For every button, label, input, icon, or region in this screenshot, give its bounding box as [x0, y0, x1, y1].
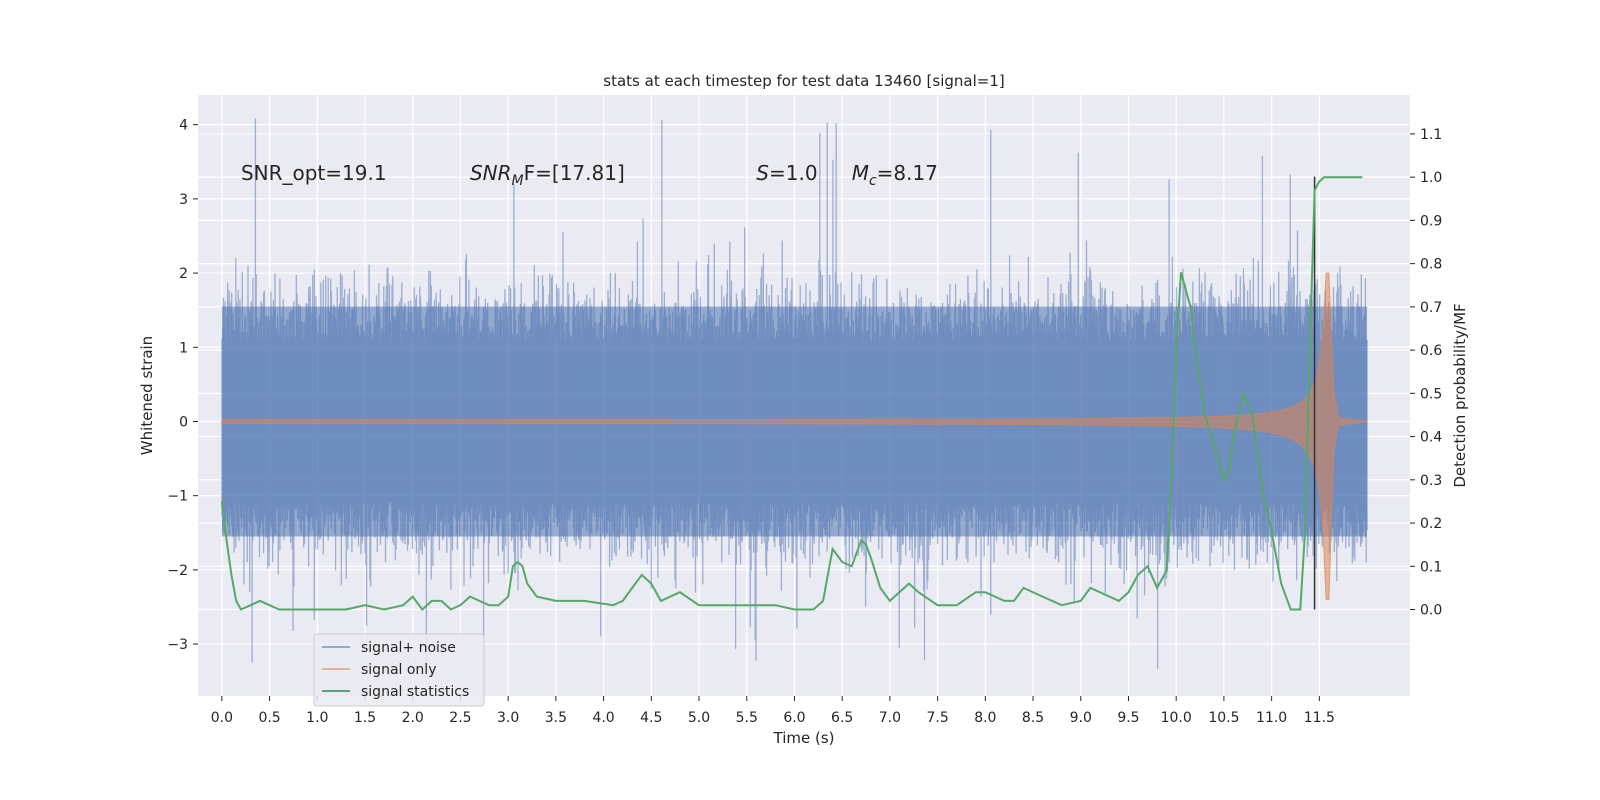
legend-box: [313, 633, 485, 707]
y-right-tick-label: 0.5: [1420, 386, 1442, 402]
y-right-tick-label: 0.8: [1420, 257, 1442, 273]
y-right-tick-label: 1.1: [1420, 127, 1442, 143]
annotation-0: SNR_opt=19.1: [241, 161, 387, 185]
x-tick-label: 7.0: [879, 710, 901, 726]
legend: signal+ noise signal only signal statistic…: [313, 633, 485, 707]
x-tick-label: 4.5: [640, 710, 662, 726]
legend-label: signal+ noise: [361, 640, 456, 656]
chart-title: stats at each timestep for test data 134…: [603, 72, 1004, 90]
x-tick-label: 6.5: [831, 710, 853, 726]
y-right-tick-label: 0.0: [1420, 603, 1442, 619]
x-tick-label: 1.5: [354, 710, 376, 726]
x-tick-label: 8.0: [974, 710, 996, 726]
y-tick-label: −3: [167, 637, 188, 653]
y-axis-label: Whitened strain: [138, 336, 156, 455]
x-tick-label: 6.0: [783, 710, 805, 726]
x-tick-label: 1.0: [306, 710, 328, 726]
legend-label: signal statistics: [361, 684, 469, 700]
y-tick-label: 0: [179, 414, 188, 430]
annotation-2: S=1.0: [756, 161, 817, 185]
x-tick-label: 11.5: [1304, 710, 1335, 726]
x-tick-label: 10.0: [1161, 710, 1192, 726]
y-tick-label: −2: [167, 563, 188, 579]
series-layer: [220, 118, 1368, 669]
x-tick-label: 2.0: [402, 710, 424, 726]
series-signal-statistics: [220, 176, 1363, 611]
annotation-1: SNRMF=[17.81]: [470, 161, 625, 189]
x-tick-label: 9.0: [1070, 710, 1092, 726]
x-tick-label: 4.0: [592, 710, 614, 726]
y-axis-label-right: Detection probability/MF: [1451, 303, 1469, 487]
y-right-tick-label: 0.1: [1420, 559, 1442, 575]
y-right-tick-label: 0.4: [1420, 430, 1442, 446]
x-tick-label: 3.5: [545, 710, 567, 726]
y-tick-label: 1: [179, 340, 188, 356]
x-tick-label: 3.0: [497, 710, 519, 726]
ticks: 0.0 0.5 1.0 1.5 2.0 2.5 3.0 3.5 4.0 4.5 5.0 5.5 6.0 6…: [167, 118, 1442, 726]
x-tick-label: 10.5: [1208, 710, 1239, 726]
x-tick-label: 5.5: [736, 710, 758, 726]
y-right-tick-label: 0.7: [1420, 300, 1442, 316]
x-tick-label: 2.5: [449, 710, 471, 726]
y-tick-label: 4: [179, 118, 188, 134]
annotation-3: Mc=8.17: [852, 161, 938, 189]
y-right-tick-label: 0.2: [1420, 516, 1442, 532]
y-tick-label: 3: [179, 192, 188, 208]
x-tick-label: 11.0: [1256, 710, 1287, 726]
x-tick-label: 5.0: [688, 710, 710, 726]
y-right-tick-label: 0.9: [1420, 213, 1442, 229]
y-right-tick-label: 0.3: [1420, 473, 1442, 489]
legend-label: signal only: [361, 662, 436, 678]
x-tick-label: 0.0: [211, 710, 233, 726]
x-tick-label: 9.5: [1117, 710, 1139, 726]
y-tick-label: −1: [167, 489, 188, 505]
annotations: SNR_opt=19.1 SNRMF=[17.81] S=1.0 Mc=8.17: [241, 161, 938, 189]
y-right-tick-label: 0.6: [1420, 343, 1442, 359]
x-tick-label: 0.5: [258, 710, 280, 726]
series-signal-only: [221, 272, 1368, 600]
y-right-tick-label: 1.0: [1420, 170, 1442, 186]
y-tick-label: 2: [179, 266, 188, 282]
x-tick-label: 8.5: [1022, 710, 1044, 726]
x-tick-label: 7.5: [926, 710, 948, 726]
x-axis-label: Time (s): [773, 729, 835, 747]
